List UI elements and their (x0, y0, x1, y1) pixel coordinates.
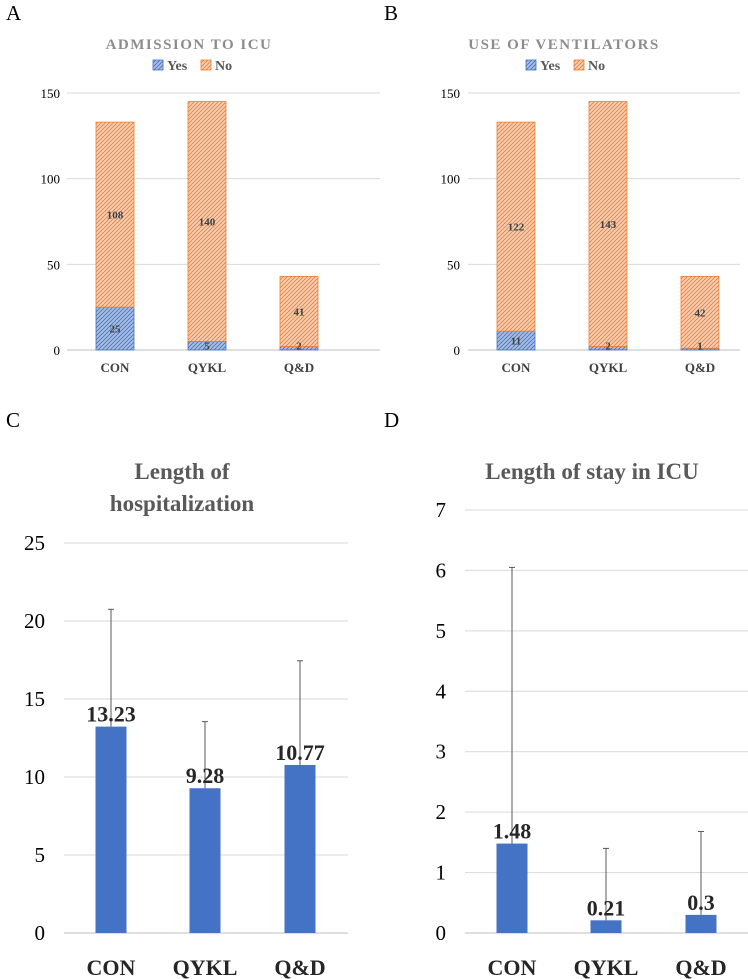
bar-no-con (496, 121, 536, 332)
category-label-con: CON (488, 955, 537, 979)
bar-qykl (590, 920, 622, 933)
chart-title-d: Length of stay in ICU (485, 459, 699, 484)
y-tick-label-d: 6 (436, 558, 447, 582)
legend-a: Yes No (152, 59, 232, 74)
y-tick-label-d: 5 (436, 619, 447, 643)
legend-swatch-yes (525, 59, 537, 71)
legend-label-no: No (588, 59, 605, 74)
bar-no-qandd (279, 275, 319, 347)
y-tick-label-c: 0 (35, 921, 46, 945)
data-label-yes-con: 11 (511, 336, 521, 348)
y-tick-label-c: 5 (35, 843, 46, 867)
panel-c: C Length of hospitalization 0 5 10 15 20 25 13.23… (6, 408, 348, 979)
data-label-yes-qandd: 2 (296, 341, 302, 353)
panel-letter-b: B (384, 1, 398, 25)
panel-d: D Length of stay in ICU 0 1 2 3 4 5 6 7 1.48 CON 0.2… (384, 408, 748, 979)
legend-swatch-no (200, 59, 212, 71)
category-label-qykl: QYKL (589, 360, 628, 375)
bar-qandd (284, 764, 316, 933)
category-label-qandd: Q&D (675, 955, 726, 979)
bar-no-con (95, 121, 135, 308)
legend-label-yes: Yes (540, 59, 561, 74)
data-label-no-qandd: 42 (695, 307, 707, 319)
panel-letter-d: D (384, 408, 399, 432)
legend-swatch-yes (152, 59, 164, 71)
data-label-qandd: 10.77 (275, 740, 325, 765)
panel-letter-a: A (6, 1, 22, 25)
y-tick-label-d: 0 (436, 921, 447, 945)
category-label-qandd: Q&D (685, 360, 715, 375)
chart-title-a: ADMISSION TO ICU (106, 37, 273, 53)
y-tick-label-d: 7 (436, 498, 447, 522)
bar-no-qykl (588, 101, 628, 347)
data-label-yes-qandd: 1 (697, 341, 703, 353)
category-label-con: CON (101, 360, 131, 375)
chart-title-c-line-2: hospitalization (110, 491, 255, 516)
data-label-qandd: 0.3 (687, 890, 715, 915)
legend-label-no: No (215, 59, 232, 74)
legend-swatch-no (573, 59, 585, 71)
data-label-yes-con: 25 (110, 324, 122, 336)
bar-qandd (685, 914, 717, 933)
y-tick-label-c: 15 (24, 687, 45, 711)
y-tick-label-a: 150 (41, 86, 61, 101)
y-tick-label-a: 50 (47, 257, 60, 272)
data-label-no-qandd: 41 (294, 306, 305, 318)
y-tick-label-b: 0 (454, 343, 461, 358)
chart-title-b: USE OF VENTILATORS (468, 37, 660, 53)
bar-qykl (189, 788, 221, 933)
category-label-qykl: QYKL (574, 955, 639, 979)
bar-no-qykl (187, 101, 227, 342)
y-tick-label-c: 10 (24, 765, 45, 789)
category-label-con: CON (87, 955, 136, 979)
panel-letter-c: C (6, 408, 20, 432)
data-label-qykl: 0.21 (587, 895, 626, 920)
y-tick-label-c: 20 (24, 609, 45, 633)
category-label-qandd: Q&D (284, 360, 314, 375)
panel-a: A ADMISSION TO ICU Yes No 0 50 100 150 25 108 CON 5… (6, 1, 380, 375)
data-label-yes-qykl: 2 (605, 341, 611, 353)
category-label-qykl: QYKL (173, 955, 238, 979)
legend-label-yes: Yes (167, 59, 188, 74)
data-label-yes-qykl: 5 (204, 341, 210, 353)
panel-b: B USE OF VENTILATORS Yes No 0 50 100 150 11 122 CO… (384, 1, 740, 375)
legend-b: Yes No (525, 59, 605, 74)
y-tick-label-d: 3 (436, 740, 447, 764)
data-label-con: 1.48 (493, 819, 532, 844)
bar-yes-con (95, 306, 135, 351)
data-label-no-qykl: 143 (600, 219, 617, 231)
y-tick-label-b: 150 (441, 86, 461, 101)
chart-title-c-line-1: Length of (134, 459, 230, 484)
data-label-no-qykl: 140 (199, 217, 216, 229)
data-label-no-con: 122 (508, 222, 525, 234)
data-label-con: 13.23 (86, 702, 136, 727)
bar-con (496, 843, 528, 933)
category-label-qykl: QYKL (188, 360, 227, 375)
bar-no-qandd (680, 275, 720, 349)
data-label-qykl: 9.28 (186, 763, 225, 788)
y-tick-label-c: 25 (24, 531, 45, 555)
y-tick-label-d: 1 (436, 861, 447, 885)
category-label-qandd: Q&D (274, 955, 325, 979)
bar-con (95, 726, 127, 933)
category-label-con: CON (502, 360, 532, 375)
y-tick-label-a: 0 (54, 343, 61, 358)
y-tick-label-d: 4 (436, 679, 447, 703)
data-label-no-con: 108 (107, 210, 124, 222)
y-tick-label-a: 100 (41, 172, 61, 187)
y-tick-label-d: 2 (436, 800, 447, 824)
y-tick-label-b: 50 (447, 257, 460, 272)
y-tick-label-b: 100 (441, 172, 461, 187)
